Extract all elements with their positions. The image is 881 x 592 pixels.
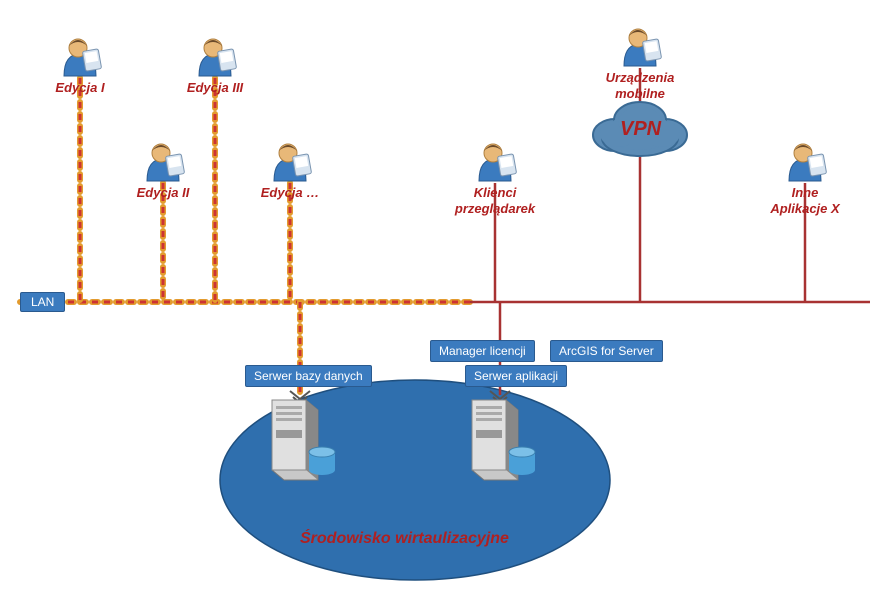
client-label-edycja3: Edycja III xyxy=(165,80,265,96)
server-label-app-server-0: Manager licencji xyxy=(430,340,535,362)
server-label-db-server-0: Serwer bazy danych xyxy=(245,365,372,387)
server-label-app-server-1: ArcGIS for Server xyxy=(550,340,663,362)
client-label-inne: Inne Aplikacje X xyxy=(755,185,855,216)
client-label-mobile: Urządzenia mobilne xyxy=(590,70,690,101)
server-label-app-server-2: Serwer aplikacji xyxy=(465,365,567,387)
environment-label: Środowisko wirtaulizacyjne xyxy=(300,530,509,548)
client-label-edycja2: Edycja II xyxy=(113,185,213,201)
client-label-klienci: Klienci przeglądarek xyxy=(445,185,545,216)
vpn-label: VPN xyxy=(620,118,661,141)
lan-label: LAN xyxy=(20,292,65,312)
diagram-canvas xyxy=(0,0,881,592)
client-label-edycja1: Edycja I xyxy=(30,80,130,96)
client-label-edycjaN: Edycja … xyxy=(240,185,340,201)
